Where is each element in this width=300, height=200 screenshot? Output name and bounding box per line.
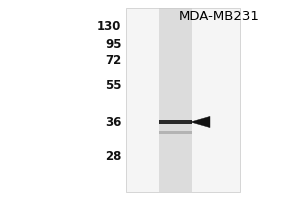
Text: 130: 130 — [97, 21, 122, 33]
Text: 55: 55 — [105, 79, 122, 92]
Text: MDA-MB231: MDA-MB231 — [178, 10, 260, 23]
Polygon shape — [190, 116, 210, 128]
Bar — [159, 120, 192, 124]
Bar — [126, 8, 240, 192]
Bar — [159, 131, 192, 134]
Text: 36: 36 — [105, 116, 122, 129]
Text: 95: 95 — [105, 38, 122, 51]
Bar — [159, 8, 192, 192]
Text: 72: 72 — [105, 54, 122, 68]
Text: 28: 28 — [105, 150, 122, 164]
